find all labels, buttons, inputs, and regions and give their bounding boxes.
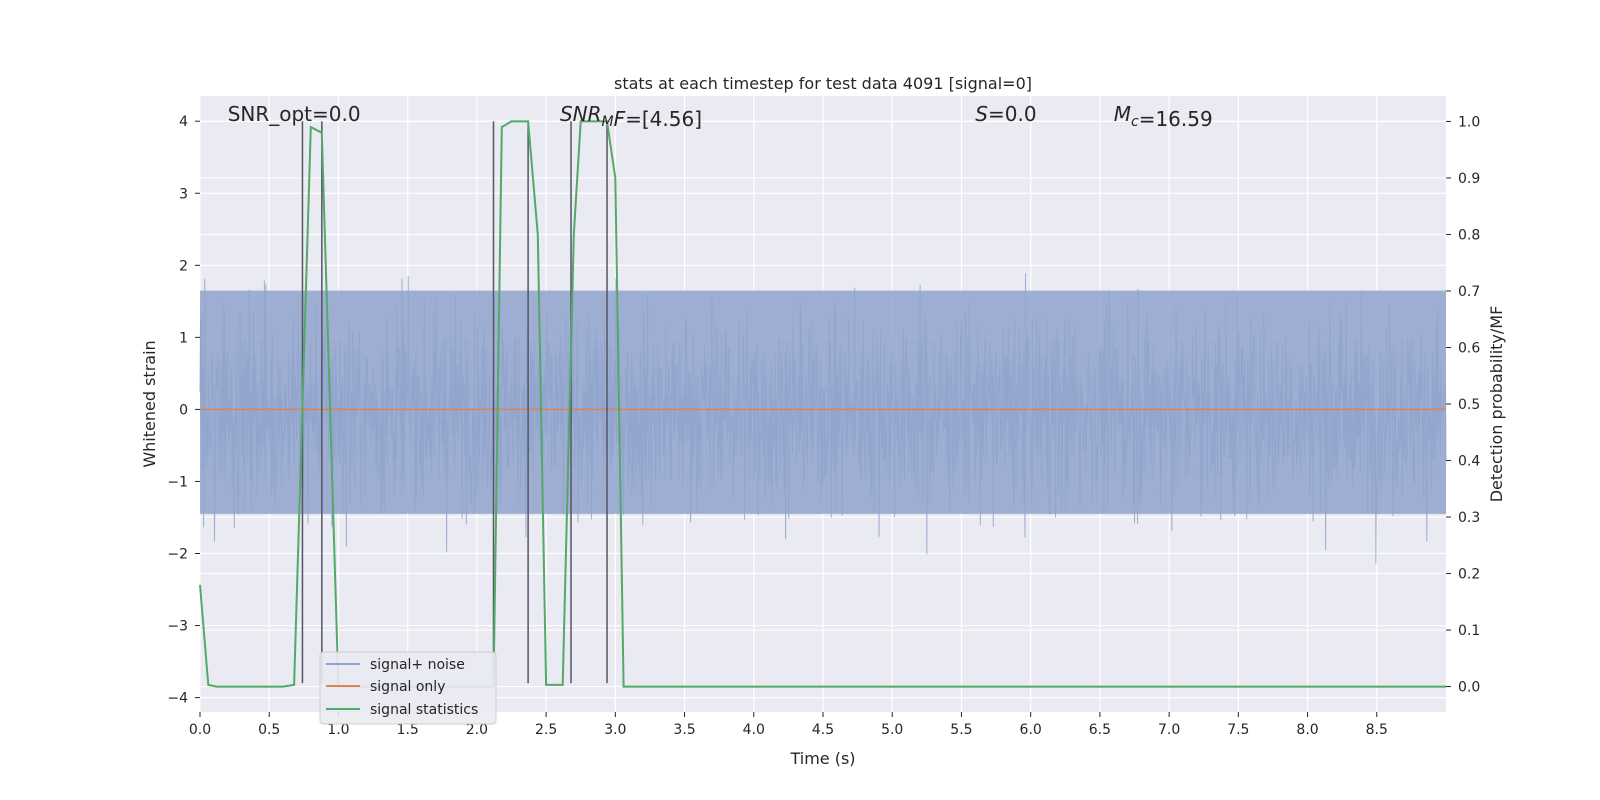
x-tick-label: 0.5 (258, 722, 280, 738)
right-tick-label: 0.3 (1458, 510, 1480, 526)
annotation: S=0.0 (975, 102, 1036, 126)
left-tick-label: −2 (167, 546, 188, 562)
left-tick-label: −4 (167, 691, 188, 707)
x-tick-label: 2.0 (466, 722, 488, 738)
x-tick-label: 3.0 (604, 722, 626, 738)
annotation-part: M (602, 114, 614, 130)
x-axis-ticks: 0.0 0.5 1.0 1.5 2.0 2.5 3.0 3.5 4.0 4.5 5.0 5.5 6.0 6… (189, 712, 1388, 738)
annotation-part: S (975, 102, 988, 126)
annotation-part: =16.59 (1139, 107, 1213, 131)
right-tick-label: 0.7 (1458, 284, 1480, 300)
annotation-part: F (614, 107, 626, 131)
left-tick-label: 2 (179, 258, 188, 274)
annotation-part: c (1131, 114, 1139, 130)
annotations: SNR_opt=0.0 SNRMF=[4.56] S=0.0 Mc=16.59 (228, 102, 1213, 131)
signal-statistics-line (199, 120, 1446, 688)
x-tick-label: 6.5 (1089, 722, 1111, 738)
annotation: SNRMF=[4.56] (560, 102, 702, 131)
annotation-part: M (1114, 102, 1131, 126)
x-tick-label: 4.5 (812, 722, 834, 738)
annotation: SNR_opt=0.0 (228, 102, 361, 126)
right-tick-label: 0.6 (1458, 340, 1480, 356)
legend-label-signal-only: signal only (370, 679, 445, 695)
annotation-part: =0.0 (988, 102, 1037, 126)
right-tick-label: 0.4 (1458, 454, 1480, 470)
right-axis-label: Detection probability/MF (1487, 306, 1506, 503)
x-tick-label: 7.0 (1158, 722, 1180, 738)
left-tick-label: −1 (167, 474, 188, 490)
x-tick-label: 5.0 (881, 722, 903, 738)
right-tick-label: 0.2 (1458, 567, 1480, 583)
left-axis-label: Whitened strain (140, 340, 159, 467)
chart-title: stats at each timestep for test data 409… (614, 74, 1032, 93)
x-tick-label: 8.0 (1296, 722, 1318, 738)
left-axis-ticks: 4 3 2 1 0 −1 −2 −3 −4 (167, 114, 200, 707)
left-tick-label: −3 (167, 619, 188, 635)
left-tick-label: 1 (179, 330, 188, 346)
right-tick-label: 0.0 (1458, 680, 1480, 696)
x-tick-label: 5.5 (950, 722, 972, 738)
left-tick-label: 0 (179, 402, 188, 418)
right-tick-label: 0.8 (1458, 227, 1480, 243)
annotation-part: =[4.56] (625, 107, 702, 131)
left-tick-label: 3 (179, 186, 188, 202)
x-tick-label: 8.5 (1366, 722, 1388, 738)
x-tick-label: 7.5 (1227, 722, 1249, 738)
x-tick-label: 1.5 (397, 722, 419, 738)
annotation-part: SNR_opt=0.0 (228, 102, 361, 126)
right-tick-label: 0.5 (1458, 397, 1480, 413)
plot-area (199, 120, 1447, 688)
legend: signal+ noise signal only signal statist… (319, 651, 497, 725)
x-tick-label: 3.5 (673, 722, 695, 738)
annotation: Mc=16.59 (1114, 102, 1213, 131)
right-tick-label: 0.1 (1458, 623, 1480, 639)
right-axis-ticks: 1.0 0.9 0.8 0.7 0.6 0.5 0.4 0.3 0.2 0.1 0.0 (1446, 114, 1480, 696)
right-tick-label: 0.9 (1458, 171, 1480, 187)
x-tick-label: 2.5 (535, 722, 557, 738)
x-tick-label: 0.0 (189, 722, 211, 738)
right-tick-label: 1.0 (1458, 114, 1480, 130)
x-tick-label: 4.0 (743, 722, 765, 738)
legend-box (319, 651, 497, 725)
noise-dense-band (200, 290, 1446, 514)
legend-label-signal-noise: signal+ noise (370, 657, 465, 673)
x-tick-label: 6.0 (1020, 722, 1042, 738)
annotation-part: SNR (560, 102, 602, 126)
x-axis-label: Time (s) (789, 749, 855, 768)
left-tick-label: 4 (179, 114, 188, 130)
legend-label-signal-statistics: signal statistics (370, 702, 478, 718)
x-tick-label: 1.0 (327, 722, 349, 738)
